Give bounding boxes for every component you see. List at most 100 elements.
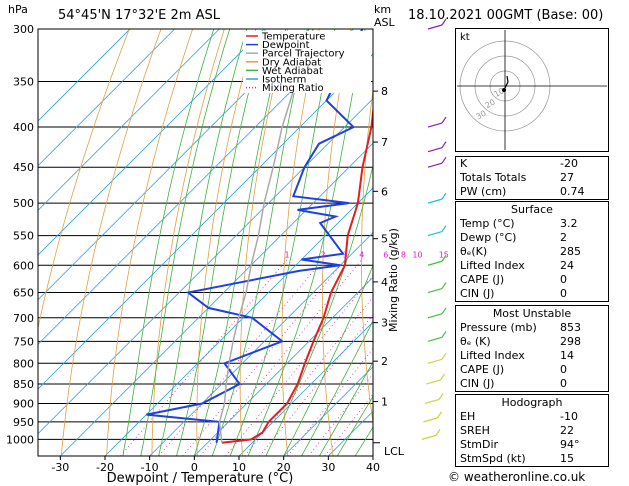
most-unstable-label: θₑ (K) xyxy=(460,335,491,348)
temperature-tick-label: 10 xyxy=(232,461,246,474)
wet-adiabat-line xyxy=(336,395,373,456)
surface-value: 285 xyxy=(560,245,581,258)
hodograph-param-value: 15 xyxy=(560,452,574,465)
wind-barb-flag xyxy=(437,411,442,419)
wet-adiabat-line xyxy=(211,29,310,456)
wind-barb xyxy=(427,231,443,237)
surface-row: Dewp (°C) 2 xyxy=(456,231,608,245)
most-unstable-label: CAPE (J) xyxy=(460,363,505,376)
wind-barb-flag xyxy=(435,429,441,436)
temperature-tick-label: 40 xyxy=(366,461,380,474)
legend-label: Dry Adiabat xyxy=(262,57,321,68)
isotherm-line xyxy=(238,321,373,456)
km-tick-label: 4 xyxy=(381,276,388,289)
isotherm-line xyxy=(60,142,373,456)
wet-adiabat-line xyxy=(301,319,373,456)
wind-barb-flag xyxy=(441,156,447,164)
surface-value: 24 xyxy=(560,259,574,272)
surface-row: θₑ(K) 285 xyxy=(456,245,608,259)
wind-barb-flag xyxy=(441,141,447,149)
isotherm-line xyxy=(283,366,373,456)
wet-adiabat-line xyxy=(265,163,373,456)
hodograph-param-row: StmDir 94° xyxy=(456,438,608,452)
wind-barb xyxy=(427,358,443,364)
most-unstable-value: 0 xyxy=(560,377,567,390)
most-unstable-value: 853 xyxy=(560,321,581,334)
wet-adiabat-line xyxy=(283,264,373,456)
pressure-tick-label: 450 xyxy=(13,161,34,174)
wet-adiabat-line xyxy=(122,29,215,456)
hodograph-ring-label: 30 xyxy=(475,109,488,122)
pressure-tick-label: 350 xyxy=(13,76,34,89)
km-tick-label: 2 xyxy=(381,355,388,368)
most-unstable-label: CIN (J) xyxy=(460,377,495,390)
surface-value: 0 xyxy=(560,287,567,300)
wind-barb xyxy=(427,260,443,266)
wind-barb-flag xyxy=(441,254,447,262)
dry-adiabat-line xyxy=(60,29,162,456)
wet-adiabat-line xyxy=(158,29,248,456)
surface-value: 3.2 xyxy=(560,217,578,230)
hodograph-param-row: SREH 22 xyxy=(456,424,608,438)
wind-barb xyxy=(427,336,443,342)
most-unstable-row: CAPE (J) 0 xyxy=(456,363,608,377)
parcel-trajectory-line xyxy=(218,29,314,443)
index-label: K xyxy=(460,157,468,170)
hodograph-param-label: SREH xyxy=(460,424,490,437)
surface-label: θₑ(K) xyxy=(460,245,488,258)
isotherm-line xyxy=(149,232,373,456)
isotherm-line xyxy=(38,29,131,122)
dewpoint-line xyxy=(146,29,364,443)
hodograph-ring-label: 20 xyxy=(484,97,497,110)
temperature-tick-label: 0 xyxy=(191,461,198,474)
mixing-ratio-label: 8 xyxy=(401,251,406,260)
km-tick-label: 1 xyxy=(381,396,388,409)
temperature-tick-label: 30 xyxy=(321,461,335,474)
hodograph-param-label: EH xyxy=(460,410,476,423)
isotherm-line xyxy=(194,276,373,456)
mixing-ratio-label: 4 xyxy=(359,251,364,260)
km-tick-label: 3 xyxy=(381,317,388,330)
hodograph-unit-label: kt xyxy=(460,32,470,43)
wind-barb-flag xyxy=(441,330,447,338)
wind-barb-flag xyxy=(441,352,447,360)
legend-label: Dewpoint xyxy=(262,40,310,51)
pressure-tick-label: 750 xyxy=(13,335,34,348)
dry-adiabat-line xyxy=(399,29,423,456)
pressure-tick-label: 900 xyxy=(13,397,34,410)
surface-row: CIN (J) 0 xyxy=(456,287,608,301)
mixing-ratio-label: 2 xyxy=(321,251,326,260)
most-unstable-value: 298 xyxy=(560,335,581,348)
temperature-tick-label: -10 xyxy=(141,461,159,474)
wind-barb xyxy=(426,379,441,385)
hodograph-param-value: 94° xyxy=(560,438,580,451)
most-unstable-row: θₑ (K) 298 xyxy=(456,335,608,349)
most-unstable-value: 0 xyxy=(560,363,567,376)
copyright-credit: © weatheronline.co.uk xyxy=(448,470,586,484)
surface-label: Temp (°C) xyxy=(460,217,515,230)
legend-label: Isotherm xyxy=(262,75,306,86)
pressure-tick-label: 850 xyxy=(13,378,34,391)
km-tick-label: 8 xyxy=(381,85,388,98)
most-unstable-table: Most Unstable Pressure (mb) 853 θₑ (K) 298 L… xyxy=(455,305,609,392)
isotherm-line xyxy=(38,29,220,211)
hodograph-param-row: EH -10 xyxy=(456,410,608,424)
temperature-tick-label: -30 xyxy=(51,461,69,474)
hodograph-param-value: 22 xyxy=(560,424,574,437)
wet-adiabat-line xyxy=(176,29,266,456)
legend-label: Parcel Trajectory xyxy=(262,49,345,60)
surface-row: CAPE (J) 0 xyxy=(456,273,608,287)
dry-adiabat-line xyxy=(322,29,352,456)
hodograph-param-label: StmSpd (kt) xyxy=(460,452,526,465)
km-tick-label: 5 xyxy=(381,233,388,246)
mixing-ratio-label: 3 xyxy=(343,251,348,260)
wet-adiabat-line xyxy=(193,29,287,456)
km-tick-label: 6 xyxy=(381,185,388,198)
wind-barb-flag xyxy=(441,116,447,124)
mixing-ratio-line xyxy=(120,259,288,456)
hodograph-point xyxy=(502,88,506,92)
surface-label: CIN (J) xyxy=(460,287,495,300)
dry-adiabat-line xyxy=(281,29,320,456)
